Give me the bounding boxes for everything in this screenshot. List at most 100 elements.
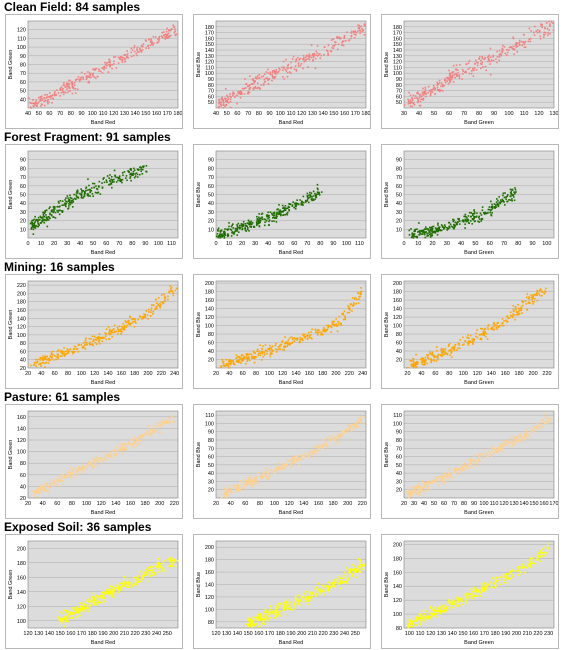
data-point [445, 352, 447, 354]
data-point [41, 361, 44, 364]
data-point [452, 218, 454, 221]
data-point [427, 229, 430, 231]
data-point [136, 173, 139, 176]
data-point [241, 228, 243, 231]
data-point [495, 201, 498, 203]
data-point [107, 326, 110, 328]
data-point [301, 333, 304, 336]
data-point [164, 570, 167, 573]
data-point [454, 76, 457, 79]
data-point [421, 233, 423, 236]
data-point [140, 170, 142, 173]
data-point [82, 342, 85, 344]
data-point [174, 30, 177, 33]
data-point [316, 45, 319, 47]
data-point [105, 181, 108, 183]
data-point [170, 288, 172, 290]
data-point [343, 37, 346, 39]
data-point [267, 78, 269, 81]
data-point [499, 448, 502, 450]
data-point [448, 469, 451, 472]
data-point [495, 206, 498, 208]
y-tick-label: 50 [208, 193, 214, 199]
data-point [424, 236, 427, 239]
data-point [74, 84, 76, 86]
data-point [456, 74, 459, 76]
data-point [333, 585, 336, 588]
data-point [550, 417, 553, 420]
data-point [521, 312, 523, 314]
y-tick-label: 200 [205, 545, 214, 551]
data-point [130, 581, 132, 584]
data-point [278, 67, 280, 70]
data-point [57, 205, 59, 208]
data-point [234, 230, 236, 232]
data-point [329, 325, 332, 327]
data-point [311, 456, 313, 459]
data-point [289, 67, 292, 69]
data-point [449, 474, 451, 476]
data-point [222, 362, 225, 365]
data-point [287, 341, 289, 344]
data-point [484, 65, 487, 68]
data-point [47, 99, 50, 101]
data-point [43, 358, 45, 361]
data-point [62, 618, 64, 621]
data-point [102, 601, 105, 604]
data-point [162, 419, 164, 422]
data-point [44, 366, 46, 368]
data-point [39, 485, 42, 487]
data-point [81, 346, 84, 349]
data-point [308, 55, 310, 57]
data-point [34, 227, 37, 229]
data-point [262, 474, 265, 477]
data-point [240, 362, 242, 364]
data-point [312, 198, 315, 201]
x-tick-label: 40 [416, 111, 422, 117]
x-tick-label: 80 [68, 111, 74, 117]
data-point [87, 178, 89, 181]
data-point [297, 600, 299, 602]
data-point [40, 484, 43, 487]
data-point [304, 201, 307, 203]
data-point [432, 355, 435, 358]
x-tick-label: 130 [222, 631, 231, 637]
data-point [41, 95, 43, 97]
data-point [222, 103, 225, 105]
data-point [272, 470, 275, 472]
data-point [69, 474, 72, 477]
data-point [338, 583, 340, 585]
data-point [339, 579, 342, 582]
data-point [93, 601, 96, 604]
data-point [49, 482, 51, 484]
data-point [440, 349, 443, 352]
data-point [221, 233, 224, 236]
data-point [136, 442, 139, 445]
x-tick-label: 30 [444, 241, 450, 247]
data-point [76, 190, 78, 193]
data-point [100, 591, 103, 594]
data-point [271, 611, 274, 614]
data-point [74, 87, 77, 90]
data-point [426, 487, 429, 490]
data-point [491, 445, 494, 448]
data-point [318, 191, 320, 194]
data-point [277, 603, 279, 605]
data-point [454, 470, 456, 473]
data-point [544, 27, 546, 30]
data-point [511, 189, 514, 191]
y-axis-label: Band Blue [196, 572, 202, 597]
data-point [121, 330, 123, 333]
data-point [272, 214, 275, 217]
y-tick-label: 100 [17, 450, 26, 456]
data-point [276, 469, 278, 472]
data-point [300, 457, 303, 460]
data-point [163, 560, 166, 562]
data-point [293, 455, 295, 458]
data-point [86, 467, 88, 470]
x-tick-label: 50 [431, 111, 437, 117]
data-point [147, 566, 149, 569]
data-point [259, 219, 262, 222]
data-point [102, 594, 105, 597]
data-point [55, 356, 58, 358]
